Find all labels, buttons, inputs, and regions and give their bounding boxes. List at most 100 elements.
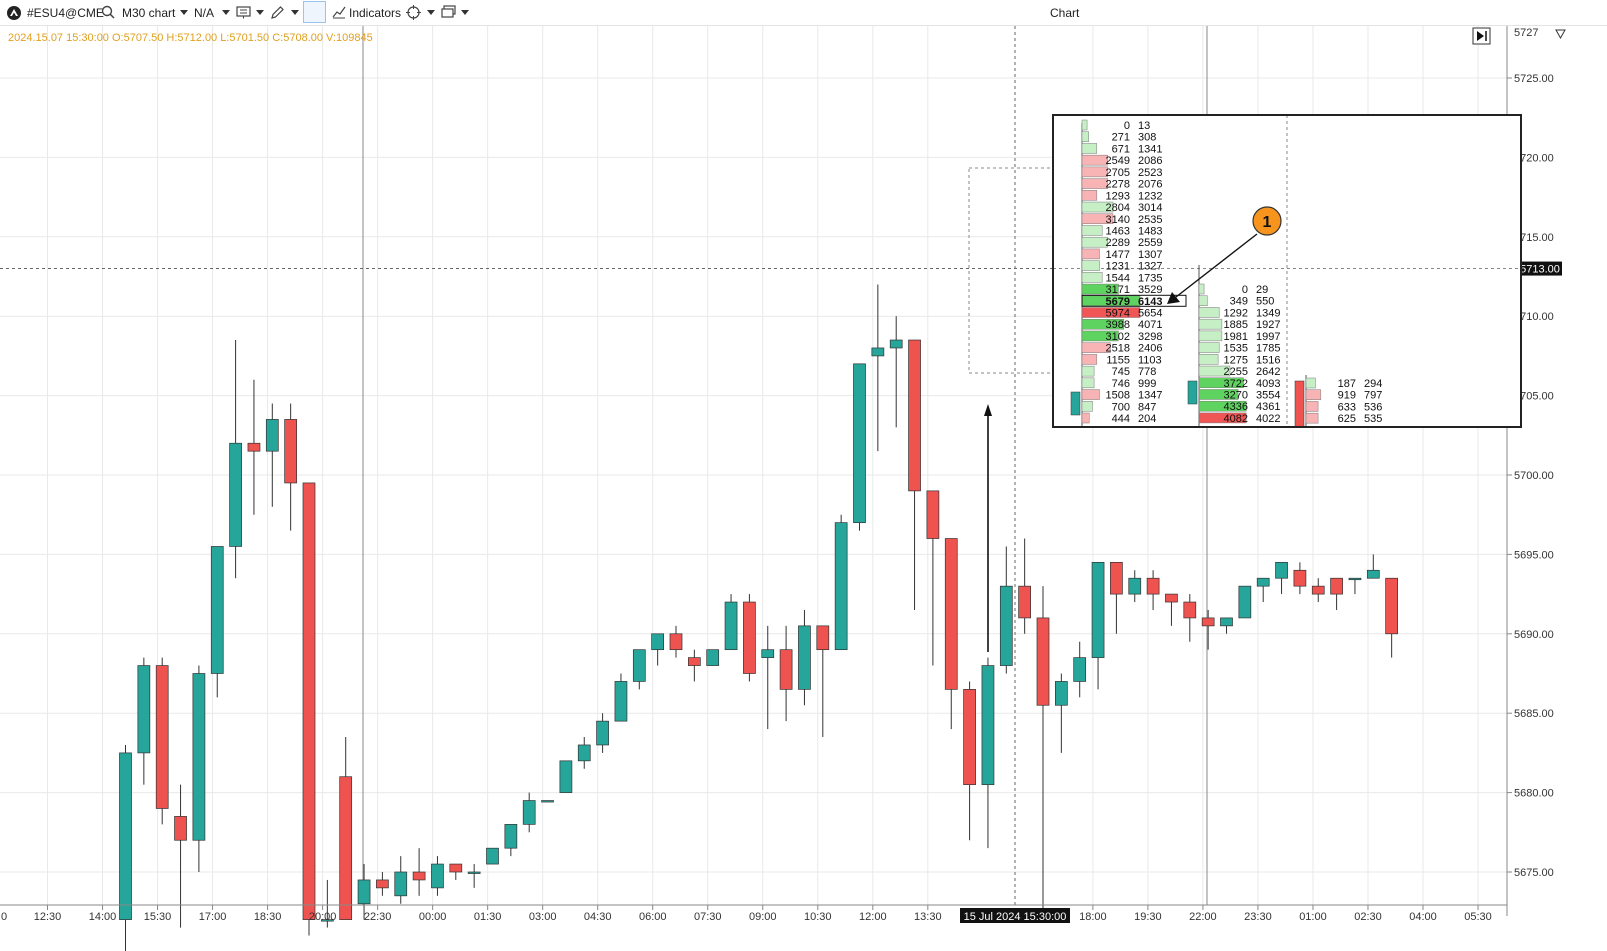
crosshair-chevron-down-icon[interactable]: [427, 10, 435, 15]
na-dropdown[interactable]: N/A: [194, 6, 215, 20]
candle: [486, 847, 499, 865]
symbol-label[interactable]: #ESU4@CME: [27, 6, 104, 20]
price-tick-label: 5700.00: [1514, 470, 1554, 482]
scroll-down-button[interactable]: [1553, 27, 1567, 41]
footprint-bid-value: 0: [1242, 284, 1248, 296]
footprint-bid-value: 1535: [1224, 343, 1248, 355]
candle-body: [596, 720, 609, 746]
footprint-bid-value: 444: [1112, 413, 1130, 425]
timeframe-chevron-down-icon[interactable]: [180, 10, 188, 15]
candle-body: [706, 649, 720, 666]
callout-badge-label: 1: [1263, 214, 1272, 231]
footprint-candle-body: [1294, 380, 1305, 426]
candle: [669, 625, 683, 658]
candle-body: [1348, 577, 1362, 581]
footprint-ask-value: 3554: [1256, 389, 1280, 401]
candle: [1256, 577, 1270, 603]
candle: [119, 744, 132, 951]
candle: [541, 800, 554, 803]
candle: [1201, 609, 1215, 650]
window-layout-chevron-down-icon[interactable]: [461, 10, 469, 15]
footprint-ask-value: 1349: [1256, 307, 1280, 319]
indicators-icon[interactable]: [332, 5, 346, 23]
footprint-bid-value: 1981: [1224, 331, 1248, 343]
footprint-ask-value: 2086: [1138, 155, 1162, 167]
time-tick-label: 15:30: [144, 911, 172, 923]
candle-body: [1110, 561, 1123, 595]
candle: [376, 872, 389, 896]
footprint-volume-bar: [1198, 318, 1223, 330]
candle-body: [1238, 585, 1252, 619]
candle-body: [247, 442, 261, 452]
candle-body: [265, 419, 279, 452]
price-chart[interactable]: 5713.00 15 Jul 2024 15:30:00 5725.00 5720.…: [0, 26, 1607, 951]
candle: [816, 625, 830, 738]
footprint-ask-value: 1997: [1256, 331, 1280, 343]
footprint-volume-bar: [1081, 248, 1100, 260]
footprint-bid-value: 3171: [1106, 284, 1130, 296]
annotation: 1: [984, 206, 1282, 652]
search-icon[interactable]: [101, 5, 115, 23]
price-tick-label: 5725.00: [1514, 73, 1554, 85]
candle: [1330, 577, 1343, 610]
candle-body: [174, 816, 187, 841]
candle: [1054, 673, 1068, 753]
chart-type-icon[interactable]: [236, 5, 252, 23]
footprint-ask-value: 1307: [1138, 249, 1162, 261]
footprint-volume-bar: [1081, 201, 1114, 213]
candle-body: [522, 800, 536, 825]
footprint-bid-value: 1293: [1106, 190, 1130, 202]
candle-body: [137, 665, 151, 754]
candle: [834, 514, 848, 651]
window-layout-icon[interactable]: [441, 5, 456, 23]
candle: [1385, 577, 1399, 658]
candle: [1311, 578, 1325, 603]
footprint-volume-bar: [1081, 377, 1095, 389]
candle-body: [449, 863, 463, 873]
footprint-volume-bar: [1198, 330, 1223, 342]
time-tick-label: 05:30: [1464, 911, 1492, 923]
crosshair-icon[interactable]: [406, 5, 421, 23]
footprint-bid-value: 3722: [1224, 378, 1248, 390]
footprint-volume-bar: [1081, 330, 1119, 342]
cursor-mode-button[interactable]: [303, 1, 326, 23]
footprint-ask-value: 4093: [1256, 378, 1280, 390]
scroll-to-end-button[interactable]: [1472, 27, 1491, 45]
candle: [192, 665, 206, 872]
indicators-button[interactable]: Indicators: [349, 6, 402, 20]
footprint-candle-body: [1070, 391, 1081, 416]
candle-body: [761, 649, 775, 658]
time-tick-label: 10:30: [804, 911, 832, 923]
footprint-ask-value: 2406: [1138, 343, 1162, 355]
candle: [1275, 561, 1288, 595]
candle: [1183, 594, 1197, 642]
footprint-ask-value: 1735: [1138, 272, 1162, 284]
price-tick-label: 5710.00: [1514, 311, 1554, 323]
candle: [229, 340, 242, 579]
footprint-volume-bar: [1081, 178, 1108, 189]
footprint-bid-value: 2549: [1106, 155, 1130, 167]
footprint-bid-value: 4082: [1224, 413, 1248, 425]
candle-body: [614, 681, 628, 722]
candle: [321, 879, 334, 928]
candle-body: [779, 649, 793, 690]
footprint-volume-bar: [1081, 131, 1089, 142]
timeframe-dropdown[interactable]: M30 chart: [122, 6, 176, 20]
candle: [743, 594, 756, 682]
footprint-bid-value: 1885: [1224, 319, 1248, 331]
candle: [577, 737, 591, 769]
footprint-volume-bar: [1081, 213, 1114, 225]
candle-body: [210, 546, 224, 674]
pencil-chevron-down-icon[interactable]: [291, 10, 299, 15]
footprint-bid-value: 5974: [1106, 308, 1130, 320]
footprint-volume-bar: [1305, 401, 1319, 412]
price-tick-label: 5715.00: [1514, 232, 1554, 244]
chart-type-chevron-down-icon[interactable]: [256, 10, 264, 15]
pencil-icon[interactable]: [270, 5, 285, 23]
candle-body: [192, 673, 206, 841]
na-chevron-down-icon[interactable]: [222, 10, 230, 15]
callout-arrow-head: [1167, 292, 1180, 304]
window-title: Chart: [1050, 6, 1080, 20]
footprint-ask-value: 1927: [1256, 319, 1280, 331]
